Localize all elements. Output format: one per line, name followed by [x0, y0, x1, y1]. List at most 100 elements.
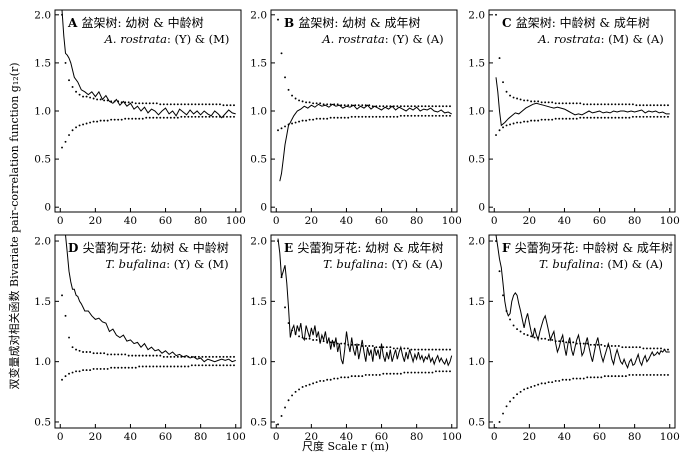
- lower-envelope-point: [322, 117, 325, 120]
- lower-envelope-point: [368, 115, 371, 118]
- panel-subtitle: A. rostrata: (Y) & (M): [104, 32, 230, 46]
- upper-envelope-point: [218, 355, 221, 358]
- lower-envelope-point: [187, 115, 190, 118]
- upper-envelope-point: [523, 99, 526, 102]
- x-tick-label: 40: [558, 215, 571, 227]
- upper-envelope-point: [635, 346, 638, 349]
- lower-envelope-point: [603, 375, 606, 378]
- upper-envelope-point: [201, 103, 204, 106]
- upper-envelope-point: [652, 104, 655, 107]
- upper-envelope-point: [176, 103, 179, 106]
- lower-envelope-point: [417, 371, 420, 374]
- upper-envelope-point: [215, 355, 218, 358]
- x-tick-label: 20: [89, 215, 102, 227]
- upper-envelope-point: [600, 103, 603, 106]
- upper-envelope-point: [631, 346, 634, 349]
- lower-envelope-point: [124, 117, 127, 120]
- lower-envelope-point: [445, 370, 448, 373]
- lower-envelope-point: [533, 384, 536, 387]
- upper-envelope-point: [660, 347, 662, 350]
- x-tick-label: 100: [660, 215, 680, 227]
- upper-envelope-point: [512, 324, 515, 327]
- lower-envelope-point: [280, 127, 283, 130]
- upper-envelope-point: [603, 103, 606, 106]
- lower-envelope-point: [413, 114, 416, 117]
- y-tick-label: 1.0: [34, 106, 51, 118]
- lower-envelope-point: [392, 372, 395, 375]
- lower-envelope-point: [537, 119, 540, 122]
- upper-envelope-point: [162, 355, 165, 358]
- upper-envelope-point: [610, 103, 613, 106]
- lower-envelope-point: [340, 376, 343, 379]
- upper-envelope-point: [382, 346, 385, 349]
- upper-envelope-point: [642, 347, 645, 350]
- upper-envelope-point: [82, 351, 85, 353]
- panel-letter: B: [284, 16, 298, 30]
- x-tick-label: 80: [410, 215, 423, 227]
- x-axis-title: 尺度 Scale r (m): [301, 440, 390, 453]
- lower-envelope-point: [354, 375, 357, 378]
- lower-envelope-point: [319, 380, 322, 382]
- lower-envelope-point: [663, 373, 666, 376]
- upper-envelope-point: [64, 61, 67, 64]
- upper-envelope-point: [533, 336, 536, 339]
- panel-subtitle: T. bufalina: (M) & (A): [539, 257, 663, 271]
- lower-envelope-point: [614, 375, 617, 378]
- lower-envelope-point: [197, 364, 200, 367]
- lower-envelope-point: [638, 373, 641, 376]
- upper-envelope-point: [645, 104, 648, 107]
- observed-line: [61, 10, 236, 119]
- upper-envelope-point: [319, 102, 322, 105]
- lower-envelope-point: [420, 371, 423, 374]
- lower-envelope-point: [215, 364, 218, 367]
- upper-envelope-point: [134, 354, 137, 357]
- upper-envelope-point: [551, 338, 554, 341]
- lower-envelope-point: [361, 115, 364, 118]
- upper-envelope-point: [547, 338, 550, 341]
- lower-envelope-point: [403, 371, 406, 374]
- upper-envelope-point: [187, 103, 190, 106]
- lower-envelope-point: [131, 117, 134, 120]
- upper-envelope-point: [312, 102, 315, 105]
- upper-envelope-point: [148, 102, 151, 105]
- upper-envelope-point: [385, 105, 388, 108]
- upper-envelope-point: [336, 103, 339, 106]
- lower-envelope-point: [530, 386, 533, 388]
- x-tick-label: 80: [410, 431, 423, 443]
- lower-envelope-point: [624, 375, 627, 378]
- upper-envelope-point: [558, 340, 561, 343]
- lower-envelope-point: [166, 116, 169, 119]
- upper-envelope-point: [617, 103, 620, 106]
- lower-envelope-point: [152, 365, 155, 368]
- lower-envelope-point: [159, 116, 162, 119]
- upper-envelope-point: [183, 103, 186, 106]
- upper-envelope-point: [155, 102, 158, 105]
- panel-subtitle-classes: : (Y) & (A): [385, 32, 444, 46]
- upper-envelope-point: [631, 103, 634, 106]
- upper-envelope-point: [169, 355, 172, 358]
- lower-envelope-point: [110, 366, 113, 369]
- lower-envelope-point: [294, 390, 297, 393]
- upper-envelope-point: [173, 355, 176, 358]
- upper-envelope-point: [229, 104, 232, 107]
- lower-envelope-point: [117, 118, 120, 121]
- lower-envelope-point: [652, 115, 655, 118]
- lower-envelope-point: [392, 115, 395, 118]
- x-tick-label: 60: [593, 431, 606, 443]
- upper-envelope-point: [152, 102, 155, 105]
- lower-envelope-point: [169, 365, 172, 368]
- upper-envelope-point: [96, 98, 99, 101]
- lower-envelope-point: [173, 365, 176, 368]
- panel-frame: [54, 234, 242, 429]
- lower-envelope-point: [138, 117, 141, 120]
- lower-envelope-point: [194, 115, 197, 118]
- upper-envelope-point: [413, 348, 416, 351]
- panel-frame: [488, 234, 676, 429]
- lower-envelope-point: [169, 116, 172, 119]
- panel-title-text: 盆架树: 幼树 & 中龄树: [82, 15, 204, 30]
- x-tick-label: 80: [628, 431, 641, 443]
- upper-envelope-point: [406, 105, 409, 108]
- x-tick-label: 20: [305, 215, 318, 227]
- upper-envelope-point: [89, 351, 92, 353]
- x-tick-label: 60: [159, 215, 172, 227]
